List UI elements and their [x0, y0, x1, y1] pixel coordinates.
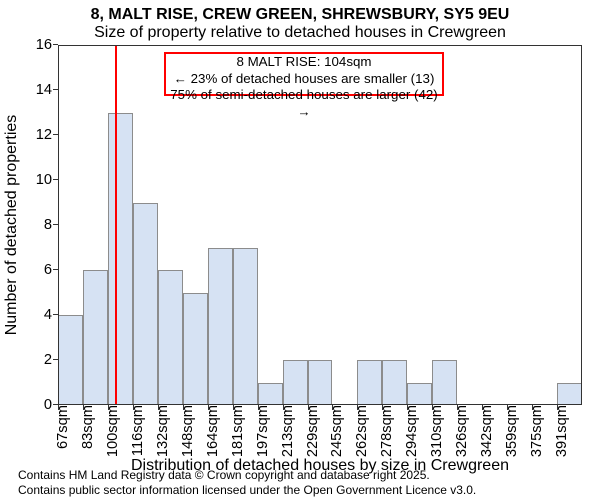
x-tick-mark [233, 405, 234, 410]
chart-title: 8, MALT RISE, CREW GREEN, SHREWSBURY, SY… [0, 6, 600, 24]
chart-title-block: 8, MALT RISE, CREW GREEN, SHREWSBURY, SY… [0, 6, 600, 42]
x-tick-mark [108, 405, 109, 410]
x-tick-label: 262sqm [352, 405, 370, 457]
x-tick-mark [332, 405, 333, 410]
x-tick-mark [133, 405, 134, 410]
x-tick-mark [407, 405, 408, 410]
y-tick-label: 12 [36, 127, 58, 143]
y-tick-label: 16 [36, 37, 58, 53]
x-tick-mark [557, 405, 558, 410]
chart-root: 8, MALT RISE, CREW GREEN, SHREWSBURY, SY… [0, 0, 600, 500]
x-tick-mark [382, 405, 383, 410]
x-tick-label: 181sqm [228, 405, 246, 457]
x-tick-label: 375sqm [527, 405, 545, 457]
plot-area: 8 MALT RISE: 104sqm ← 23% of detached ho… [58, 45, 582, 405]
y-tick-mark [53, 224, 58, 225]
x-tick-mark [357, 405, 358, 410]
chart-subtitle: Size of property relative to detached ho… [0, 24, 600, 42]
x-tick-mark [208, 405, 209, 410]
attribution-line1: Contains HM Land Registry data © Crown c… [18, 468, 590, 483]
x-tick-mark [258, 405, 259, 410]
x-tick-label: 359sqm [502, 405, 520, 457]
x-tick-mark [532, 405, 533, 410]
y-tick-label: 6 [44, 262, 58, 278]
x-tick-mark [283, 405, 284, 410]
x-tick-label: 213sqm [277, 405, 295, 457]
y-tick-label: 10 [36, 172, 58, 188]
y-tick-mark [53, 269, 58, 270]
y-axis-label: Number of detached properties [3, 45, 21, 405]
x-tick-label: 294sqm [402, 405, 420, 457]
plot-border [58, 45, 582, 405]
y-tick-label: 4 [44, 307, 58, 323]
x-tick-label: 326sqm [452, 405, 470, 457]
y-tick-label: 14 [36, 82, 58, 98]
x-tick-label: 164sqm [203, 405, 221, 457]
y-tick-label: 2 [44, 352, 58, 368]
attribution-block: Contains HM Land Registry data © Crown c… [18, 468, 590, 498]
x-tick-label: 391sqm [552, 405, 570, 457]
y-tick-mark [53, 314, 58, 315]
y-tick-mark [53, 359, 58, 360]
y-tick-mark [53, 89, 58, 90]
x-tick-label: 116sqm [128, 405, 146, 456]
x-tick-label: 278sqm [377, 405, 395, 457]
x-tick-mark [183, 405, 184, 410]
x-tick-label: 197sqm [252, 405, 270, 457]
x-tick-mark [432, 405, 433, 410]
x-tick-label: 67sqm [53, 405, 71, 449]
x-tick-mark [457, 405, 458, 410]
x-tick-mark [158, 405, 159, 410]
x-tick-label: 245sqm [327, 405, 345, 457]
y-tick-mark [53, 179, 58, 180]
x-tick-label: 229sqm [302, 405, 320, 457]
x-tick-mark [308, 405, 309, 410]
x-tick-mark [507, 405, 508, 410]
attribution-line2: Contains public sector information licen… [18, 483, 590, 498]
y-tick-mark [53, 44, 58, 45]
y-tick-mark [53, 134, 58, 135]
x-tick-label: 83sqm [78, 405, 96, 449]
x-tick-label: 132sqm [153, 405, 171, 457]
x-tick-mark [83, 405, 84, 410]
y-tick-label: 8 [44, 217, 58, 233]
x-tick-label: 148sqm [178, 405, 196, 457]
x-tick-label: 342sqm [477, 405, 495, 457]
x-tick-mark [482, 405, 483, 410]
x-tick-label: 100sqm [103, 405, 121, 457]
x-tick-mark [58, 405, 59, 410]
x-tick-label: 310sqm [427, 405, 445, 457]
